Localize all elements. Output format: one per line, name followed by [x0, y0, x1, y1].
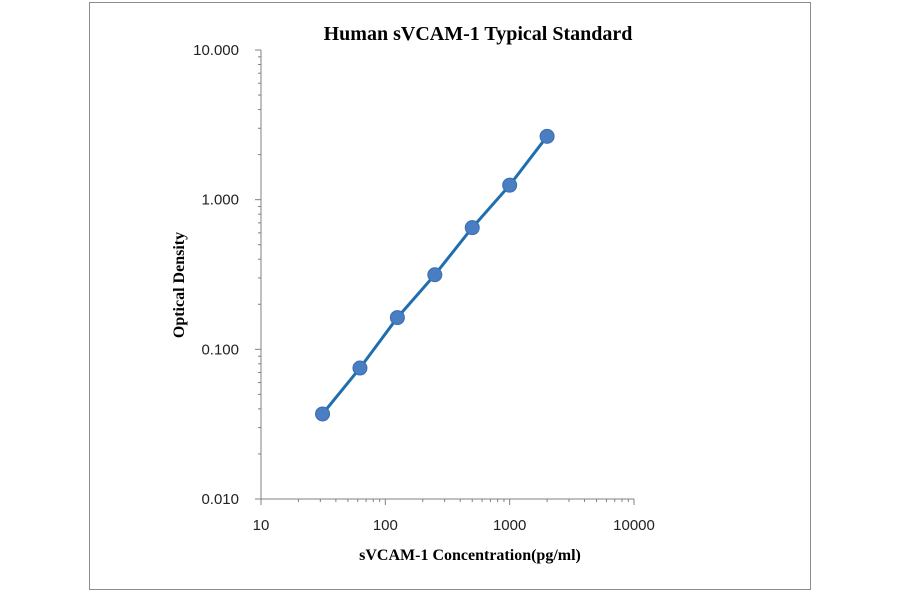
x-tick-label: 10 [253, 517, 270, 534]
chart-title: Human sVCAM-1 Typical Standard [324, 23, 633, 45]
data-point [352, 360, 368, 376]
data-point [315, 406, 331, 422]
x-axis-ticks: 10 100 1000 10000 [253, 499, 655, 534]
y-tick-label: 1.000 [201, 192, 239, 209]
y-tick-label: 0.100 [201, 341, 239, 358]
x-tick-label: 10000 [613, 517, 655, 534]
x-tick-label: 1000 [493, 517, 526, 534]
y-axis-title: Optical Density [171, 232, 188, 338]
data-point [539, 128, 555, 144]
data-point [502, 177, 518, 193]
data-point [427, 267, 443, 283]
y-axis-ticks: 0.010 0.100 1.000 10.000 [193, 42, 261, 508]
chart: Human sVCAM-1 Typical Standard 0.010 0.10… [171, 23, 655, 564]
data-point [464, 220, 480, 236]
x-axis-title: sVCAM-1 Concentration(pg/ml) [359, 547, 581, 564]
y-tick-label: 10.000 [193, 42, 239, 59]
data-point [389, 310, 405, 326]
axes [260, 50, 634, 500]
y-tick-label: 0.010 [201, 491, 239, 508]
chart-frame: Human sVCAM-1 Typical Standard 0.010 0.10… [89, 2, 811, 590]
x-tick-label: 100 [373, 517, 398, 534]
data-points [315, 128, 555, 422]
